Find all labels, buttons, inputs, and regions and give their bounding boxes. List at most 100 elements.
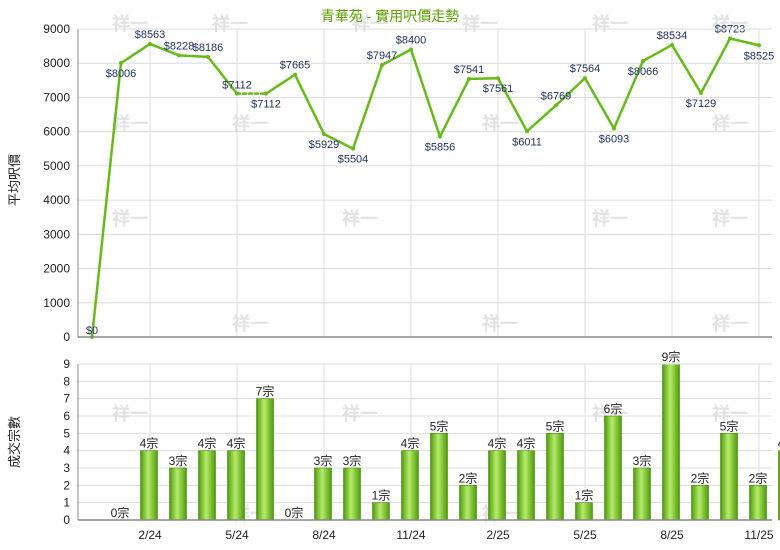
bar-data-label: 3宗 [314, 453, 333, 468]
line-point [641, 58, 645, 63]
line-point [119, 61, 123, 66]
bar-data-label: 5宗 [720, 418, 739, 433]
line-segment [670, 43, 703, 95]
bar-data-label: 4宗 [488, 436, 507, 451]
line-data-label: $7112 [222, 80, 252, 92]
line-data-label: $0 [86, 325, 98, 337]
line-data-label: $8186 [193, 42, 224, 54]
line-segment [699, 37, 732, 95]
line-segment [641, 43, 674, 63]
x-tick-label: 11/24 [396, 528, 425, 542]
line-point [293, 72, 297, 77]
bar [633, 467, 651, 521]
chart-title: 青華苑 - 實用呎價走勢 [321, 8, 459, 24]
line-segment [525, 104, 558, 133]
x-tick-label: 8/25 [660, 528, 684, 542]
line-y-tick-label: 9000 [43, 22, 70, 36]
line-segment [119, 42, 152, 65]
watermark-text: 祥一 [232, 113, 268, 134]
line-data-label: $5929 [309, 139, 340, 151]
bar [343, 467, 361, 521]
line-segment [467, 76, 500, 81]
line-data-label: $7541 [454, 64, 485, 76]
line-segment [322, 132, 355, 150]
line-y-tick-label: 3000 [43, 227, 70, 241]
watermark-text: 祥一 [112, 208, 148, 229]
x-tick-label: 2/24 [138, 528, 162, 542]
bar-data-label: 2宗 [749, 470, 768, 485]
bar [604, 415, 622, 521]
bar-data-label: 4宗 [140, 436, 159, 451]
line-y-tick-label: 2000 [43, 262, 70, 276]
line-data-label: $8006 [106, 68, 137, 80]
line-data-label: $8066 [628, 66, 659, 78]
bar [488, 450, 506, 521]
line-segment [351, 63, 384, 150]
line-point [554, 103, 558, 108]
line-segment [438, 77, 471, 138]
bar-data-label: 1宗 [575, 488, 594, 503]
line-data-label: $5856 [425, 142, 456, 154]
line-point [583, 76, 587, 81]
line-point [380, 63, 384, 68]
line-point [177, 53, 181, 58]
chart-axes: 0 1000 2000 3000 4000 5000 6000 7000 8000 9000 0 1 2… [43, 22, 774, 542]
line-data-label: $7564 [570, 63, 601, 75]
bar [401, 450, 419, 521]
bar [575, 502, 593, 521]
bar-data-label: 4宗 [778, 436, 780, 451]
line-data-label: $7129 [686, 98, 717, 110]
watermark-text: 祥一 [712, 208, 748, 229]
bar-data-label: 9宗 [662, 349, 681, 364]
line-data-label: $5504 [338, 154, 369, 166]
watermark-text: 祥一 [112, 113, 148, 134]
bar [778, 450, 780, 521]
watermark-text: 祥一 [592, 208, 628, 229]
line-segment [728, 37, 761, 47]
watermark-text: 祥一 [462, 13, 498, 34]
bar-data-label: 4宗 [198, 436, 217, 451]
line-data-label: $6769 [541, 90, 572, 102]
line-data-label: $7561 [483, 83, 514, 95]
watermark-text: 祥一 [212, 13, 248, 34]
line-y-tick-label: 5000 [43, 159, 70, 173]
line-point [612, 126, 616, 131]
bar-y-tick-label: 8 [63, 374, 70, 388]
line-data-label: $6093 [599, 133, 630, 145]
line-segment [496, 76, 529, 133]
watermark-text: 祥一 [592, 13, 628, 34]
line-point [757, 43, 761, 48]
x-tick-label: 11/25 [744, 528, 773, 542]
line-point [728, 36, 732, 41]
bar-data-label: 3宗 [633, 453, 652, 468]
bar [169, 467, 187, 521]
line-chart-grid [78, 28, 772, 338]
line-segment [177, 54, 210, 59]
line-point [438, 134, 442, 139]
bar-data-label: 0宗 [111, 505, 130, 520]
bar [198, 450, 216, 521]
bar [546, 433, 564, 521]
bar [720, 433, 738, 521]
line-segment [90, 61, 123, 339]
watermark-text: 祥一 [482, 113, 518, 134]
bar [314, 467, 332, 521]
bar-data-label: 2宗 [459, 470, 478, 485]
line-y-axis-label: 平均呎價 [7, 154, 22, 206]
watermark-text: 祥一 [712, 113, 748, 134]
bar-data-label: 4宗 [517, 436, 536, 451]
bar [256, 398, 274, 521]
watermark-text: 祥一 [112, 403, 148, 424]
watermark-text: 祥一 [712, 313, 748, 334]
line-point [496, 76, 500, 81]
bar-y-tick-label: 1 [63, 496, 70, 510]
line-y-tick-label: 0 [63, 330, 70, 344]
line-segment [554, 76, 587, 107]
bar-data-label: 4宗 [227, 436, 246, 451]
bar-y-tick-label: 5 [63, 426, 70, 440]
x-tick-label: 5/24 [225, 528, 249, 542]
line-point [409, 47, 413, 52]
x-tick-label: 2/25 [486, 528, 510, 542]
watermark-text: 祥一 [342, 208, 378, 229]
bar-y-tick-label: 7 [63, 392, 70, 406]
